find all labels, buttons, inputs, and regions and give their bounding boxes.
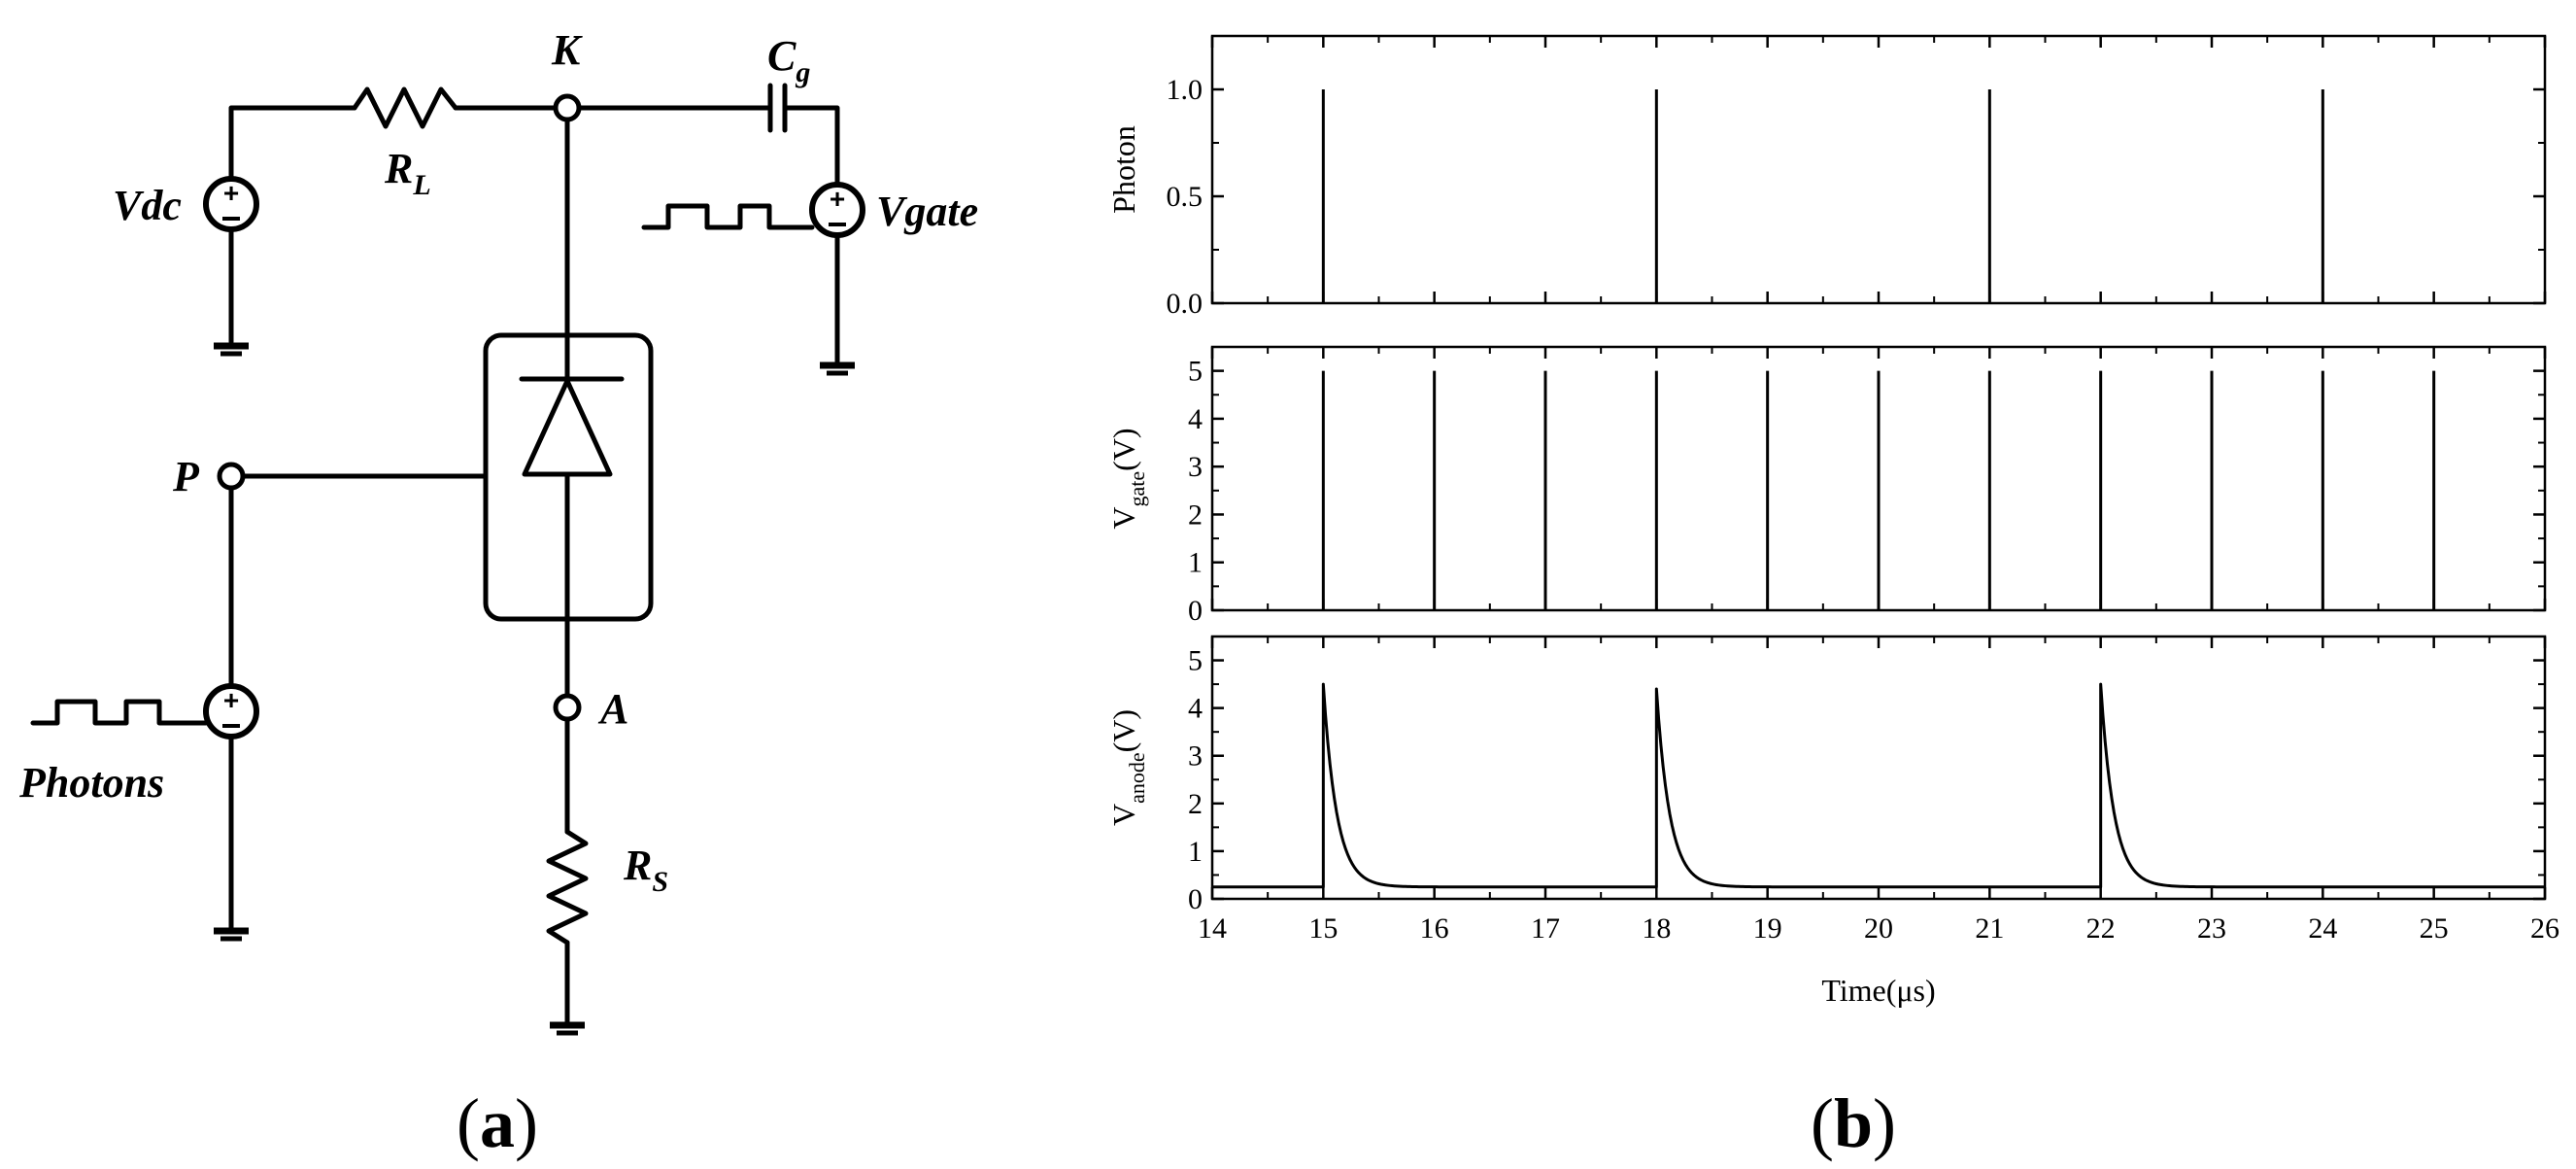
y-tick-label: 5 (1188, 356, 1203, 388)
x-tick-label: 24 (2308, 912, 2337, 945)
y-tick-label: 4 (1188, 403, 1203, 435)
anode-voltage-trace (1212, 682, 2546, 889)
x-tick-label: 15 (1308, 912, 1338, 945)
plot-frame (1210, 34, 2547, 305)
node-a (553, 693, 582, 722)
x-tick-label: 22 (2086, 912, 2116, 945)
y-axis-label: Vanode(V) (1106, 709, 1149, 826)
y-axis-label: Vgate(V) (1106, 428, 1149, 529)
y-tick-label: 4 (1188, 693, 1203, 725)
photons-plus: + (223, 685, 239, 715)
photons-square-wave-icon (30, 699, 209, 726)
resistor-rs (546, 829, 589, 946)
vdc-plus: + (223, 178, 239, 208)
label-vgate: Vgate (876, 188, 978, 235)
y-tick-label: 3 (1188, 451, 1203, 483)
plot-vanode: 0 1 2 3 4 5 Vanode(V) (1106, 635, 2547, 915)
resistor-rl (352, 86, 458, 129)
ground-rs (550, 1021, 585, 1036)
x-tick-label: 14 (1198, 912, 1227, 945)
y-tick-label: 5 (1188, 645, 1203, 677)
plot-photon: 0.0 0.5 1.0 Photon (1106, 34, 2547, 320)
y-axis-label: Photon (1106, 125, 1141, 214)
label-p: P (172, 453, 200, 500)
x-tick-label: 18 (1642, 912, 1671, 945)
x-tick-label: 21 (1975, 912, 2004, 945)
x-tick-label: 25 (2420, 912, 2449, 945)
x-tick-label: 19 (1753, 912, 1782, 945)
node-k (553, 93, 582, 122)
vgate-plus: + (830, 184, 845, 214)
wire-cg-vgate (782, 105, 840, 188)
label-rs: RS (623, 842, 668, 898)
wire-vdc-top (228, 105, 357, 207)
x-tick-label: 17 (1531, 912, 1560, 945)
apd-diode-triangle (522, 378, 613, 477)
y-tick-label: 1 (1188, 836, 1203, 868)
node-p (217, 462, 246, 491)
plot-frame (1210, 635, 2547, 901)
ground-vdc (214, 342, 249, 357)
x-tick-label: 26 (2530, 912, 2559, 945)
y-tick-label: 2 (1188, 499, 1203, 531)
y-tick-label: 0 (1188, 883, 1203, 915)
y-tick-label: 0.5 (1167, 181, 1203, 213)
y-tick-label: 1.0 (1167, 74, 1203, 106)
x-tick-label: 16 (1420, 912, 1449, 945)
y-tick-label: 2 (1188, 788, 1203, 820)
label-cg: Cg (767, 32, 810, 88)
label-vdc: Vdc (113, 182, 182, 229)
vgate-square-wave-icon (641, 203, 815, 230)
ground-vgate (820, 361, 855, 376)
plot-vgate: 0 1 2 3 4 5 Vgate(V) (1106, 345, 2547, 627)
caption-b: (b) (1811, 1084, 1896, 1162)
x-axis-label: Time(μs) (1821, 973, 1935, 1008)
x-axis: 14 15 16 17 18 19 20 21 22 23 24 25 26 (1198, 912, 2559, 945)
x-tick-label: 23 (2197, 912, 2226, 945)
y-tick-label: 1 (1188, 547, 1203, 579)
circuit-diagram: K Cg RL + Vdc + Vgate (18, 26, 978, 1162)
ground-photons (214, 927, 249, 942)
label-photons: Photons (18, 759, 164, 807)
y-tick-label: 3 (1188, 740, 1203, 773)
caption-a: (a) (457, 1084, 538, 1162)
label-rl: RL (384, 145, 431, 201)
y-tick-label: 0.0 (1167, 288, 1203, 320)
x-tick-label: 20 (1864, 912, 1893, 945)
label-k: K (551, 26, 583, 74)
label-a: A (597, 685, 628, 733)
y-tick-label: 0 (1188, 595, 1203, 627)
